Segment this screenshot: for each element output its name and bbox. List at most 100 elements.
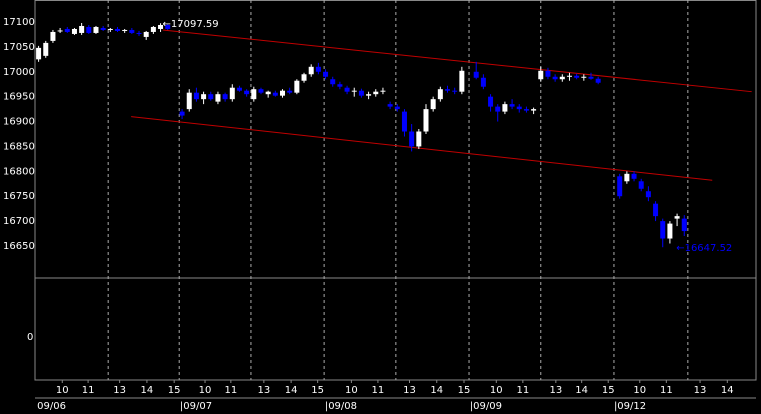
candle-body	[667, 223, 673, 239]
x-tick-label: 13	[549, 385, 562, 396]
candle-body	[193, 92, 199, 100]
candle-body	[480, 77, 486, 87]
y-tick-label: 16750	[3, 191, 35, 202]
candle-body	[36, 47, 42, 60]
lower-y-tick-label: 0	[27, 332, 33, 343]
x-tick-label: 15	[311, 385, 324, 396]
candle-body	[516, 106, 522, 110]
x-tick-label: 10	[490, 385, 503, 396]
y-tick-label: 17050	[3, 42, 35, 53]
candle-body	[416, 131, 422, 147]
candle-body	[215, 94, 221, 102]
candle-body	[373, 91, 379, 95]
candle-body	[538, 70, 544, 80]
candle-body	[150, 26, 156, 32]
y-tick-label: 16700	[3, 216, 35, 227]
candle-body	[624, 173, 630, 182]
candle-body	[272, 92, 278, 96]
candle-body	[559, 76, 565, 80]
candle-body	[301, 74, 307, 81]
candle-body	[595, 78, 601, 83]
candle-body	[473, 71, 479, 78]
candle-body	[344, 87, 350, 92]
candle-body	[201, 94, 207, 100]
candle-body	[179, 111, 185, 116]
candle-body	[251, 89, 257, 100]
x-tick-label: 10	[633, 385, 646, 396]
candle-body	[545, 70, 551, 77]
x-tick-label: 15	[602, 385, 615, 396]
candle-body	[423, 109, 429, 132]
candle-body	[445, 89, 451, 91]
candle-body	[574, 75, 580, 78]
candle-body	[64, 28, 70, 32]
candle-body	[566, 75, 572, 77]
candle-body	[531, 109, 537, 111]
candle-body	[222, 94, 228, 100]
x-tick-label: 10	[199, 385, 212, 396]
candle-body	[43, 42, 49, 56]
x-tick-label: 11	[82, 385, 95, 396]
candle-body	[495, 106, 501, 112]
candle-body	[617, 176, 623, 197]
candle-body	[186, 92, 192, 110]
x-tick-label: 14	[285, 385, 298, 396]
x-tick-label: 14	[430, 385, 443, 396]
x-tick-label: 11	[372, 385, 385, 396]
candle-body	[165, 24, 171, 29]
candle-body	[122, 29, 128, 31]
candle-body	[208, 94, 214, 100]
candle-body	[136, 32, 142, 34]
candle-body	[79, 25, 85, 33]
candle-body	[581, 76, 587, 78]
x-tick-label: 10	[345, 385, 358, 396]
candle-body	[660, 221, 666, 239]
candle-body	[93, 26, 99, 33]
candle-body	[351, 90, 357, 92]
x-tick-label: 15	[458, 385, 471, 396]
x-tick-label: 14	[721, 385, 734, 396]
candle-body	[294, 80, 300, 93]
candle-body	[115, 28, 121, 31]
candle-body	[143, 31, 149, 37]
candle-body	[437, 89, 443, 100]
candle-body	[502, 104, 508, 112]
candle-body	[308, 66, 314, 75]
y-tick-label: 16950	[3, 92, 35, 103]
candle-body	[287, 90, 293, 93]
y-tick-label: 17000	[3, 67, 35, 78]
candle-body	[387, 104, 393, 107]
candle-body	[366, 94, 372, 96]
candle-body	[394, 106, 400, 110]
date-label: |09/07	[180, 401, 212, 412]
candle-body	[71, 28, 77, 34]
candle-body	[107, 28, 113, 30]
x-tick-label: 13	[113, 385, 126, 396]
candle-body	[509, 104, 515, 107]
candle-body	[158, 24, 164, 29]
candle-body	[244, 90, 250, 95]
date-label: |09/12	[614, 401, 646, 412]
candle-body	[488, 96, 494, 107]
candle-body	[459, 70, 465, 92]
trend-line	[131, 116, 713, 181]
y-tick-label: 16650	[3, 241, 35, 252]
candle-body	[86, 26, 92, 33]
candle-body	[631, 173, 637, 179]
candle-body	[523, 109, 529, 111]
x-tick-label: 11	[516, 385, 529, 396]
candle-body	[315, 66, 321, 72]
candle-body	[645, 191, 651, 198]
x-tick-label: 13	[257, 385, 270, 396]
candle-body	[330, 79, 336, 85]
x-tick-label: 14	[575, 385, 588, 396]
candle-body	[258, 89, 264, 93]
candle-body	[337, 84, 343, 87]
candle-body	[50, 31, 56, 41]
candle-body	[280, 90, 286, 96]
candle-body	[57, 30, 63, 32]
x-tick-label: 11	[660, 385, 673, 396]
x-tick-label: 15	[168, 385, 181, 396]
candle-body	[265, 91, 271, 95]
